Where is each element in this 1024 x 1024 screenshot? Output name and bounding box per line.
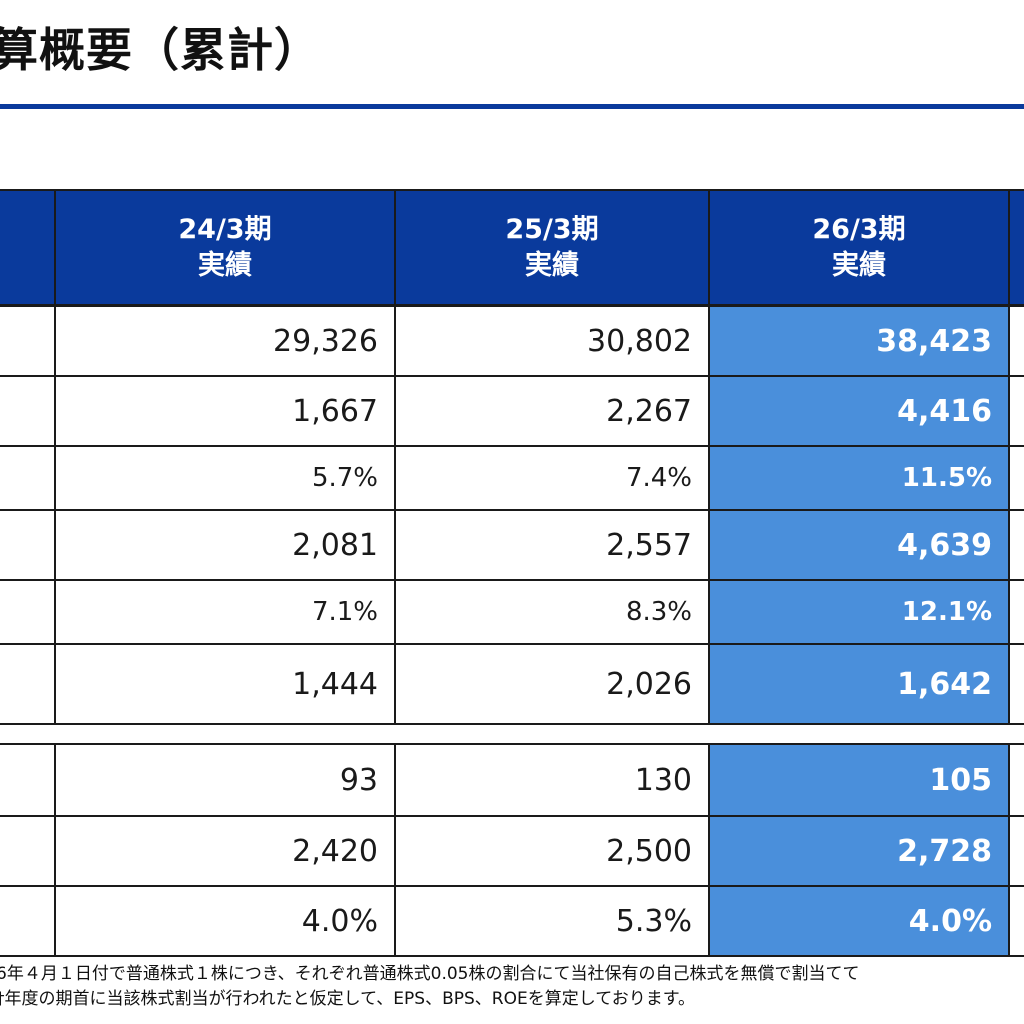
header-period: 25/3期 bbox=[505, 213, 599, 245]
table-cell: 2,500 bbox=[394, 815, 710, 887]
table-cell: 1,667 bbox=[54, 375, 396, 447]
next-col-cell bbox=[1008, 445, 1024, 511]
header-26-3: 26/3期 実績 bbox=[708, 189, 1010, 306]
table-cell: 8.3% bbox=[394, 579, 710, 645]
highlight-cell: 4.0% bbox=[708, 885, 1010, 957]
row-label-cell bbox=[0, 885, 56, 957]
header-period: 24/3期 bbox=[178, 213, 272, 245]
header-type: 実績 bbox=[525, 249, 579, 281]
highlight-cell: 11.5% bbox=[708, 445, 1010, 511]
page-title: 算概要（累計） bbox=[0, 23, 321, 77]
row-label-cell bbox=[0, 743, 56, 817]
footnotes: 6年４月１日付で普通株式１株につき、それぞれ普通株式0.05株の割合にて当社保有… bbox=[0, 962, 859, 1012]
table-cell: 5.7% bbox=[54, 445, 396, 511]
next-col-cell bbox=[1008, 743, 1024, 817]
header-25-3: 25/3期 実績 bbox=[394, 189, 710, 306]
table-cell: 7.1% bbox=[54, 579, 396, 645]
table-cell: 2,267 bbox=[394, 375, 710, 447]
table-cell: 4.0% bbox=[54, 885, 396, 957]
next-col-cell bbox=[1008, 815, 1024, 887]
next-col-cell bbox=[1008, 509, 1024, 581]
table-cell: 1,444 bbox=[54, 643, 396, 725]
table-cell: 2,557 bbox=[394, 509, 710, 581]
header-period: 26/3期 bbox=[812, 213, 906, 245]
highlight-cell: 1,642 bbox=[708, 643, 1010, 725]
table-cell: 2,420 bbox=[54, 815, 396, 887]
table-cell: 93 bbox=[54, 743, 396, 817]
footnote-line: 6年４月１日付で普通株式１株につき、それぞれ普通株式0.05株の割合にて当社保有… bbox=[0, 964, 860, 984]
header-label-cell bbox=[0, 189, 56, 306]
next-col-cell bbox=[1008, 579, 1024, 645]
highlight-cell: 38,423 bbox=[708, 305, 1010, 377]
row-label-cell bbox=[0, 445, 56, 511]
highlight-cell: 12.1% bbox=[708, 579, 1010, 645]
row-label-cell bbox=[0, 579, 56, 645]
title-underline bbox=[0, 104, 1024, 109]
table-cell: 2,081 bbox=[54, 509, 396, 581]
table-cell: 2,026 bbox=[394, 643, 710, 725]
row-label-cell bbox=[0, 305, 56, 377]
highlight-cell: 4,416 bbox=[708, 375, 1010, 447]
highlight-cell: 4,639 bbox=[708, 509, 1010, 581]
row-label-cell bbox=[0, 375, 56, 447]
table-cell: 30,802 bbox=[394, 305, 710, 377]
footnote-line: †年度の期首に当該株式割当が行われたと仮定して、EPS、BPS、ROEを算定して… bbox=[0, 989, 695, 1009]
row-label-cell bbox=[0, 643, 56, 725]
table-cell: 5.3% bbox=[394, 885, 710, 957]
row-label-cell bbox=[0, 815, 56, 887]
header-24-3: 24/3期 実績 bbox=[54, 189, 396, 306]
next-col-cell bbox=[1008, 885, 1024, 957]
highlight-cell: 105 bbox=[708, 743, 1010, 817]
next-col-cell bbox=[1008, 643, 1024, 725]
next-col-cell bbox=[1008, 305, 1024, 377]
header-type: 実績 bbox=[198, 249, 252, 281]
next-col-cell bbox=[1008, 375, 1024, 447]
table-cell: 130 bbox=[394, 743, 710, 817]
header-next-col bbox=[1008, 189, 1024, 306]
table-cell: 29,326 bbox=[54, 305, 396, 377]
highlight-cell: 2,728 bbox=[708, 815, 1010, 887]
header-type: 実績 bbox=[832, 249, 886, 281]
table-cell: 7.4% bbox=[394, 445, 710, 511]
row-label-cell bbox=[0, 509, 56, 581]
